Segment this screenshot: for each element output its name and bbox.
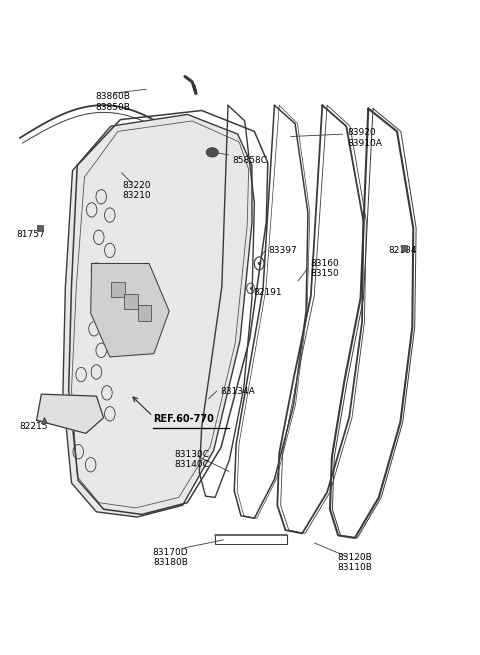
- Bar: [138, 305, 151, 321]
- Text: 82215: 82215: [19, 422, 48, 432]
- Polygon shape: [63, 115, 252, 517]
- Text: 83134A: 83134A: [220, 387, 255, 396]
- Polygon shape: [91, 263, 169, 357]
- Bar: [124, 293, 138, 309]
- Text: 83397: 83397: [269, 246, 298, 255]
- Polygon shape: [36, 394, 104, 434]
- Text: 81757: 81757: [16, 230, 45, 239]
- Text: 83920
83910A: 83920 83910A: [348, 128, 383, 147]
- Text: 83220
83210: 83220 83210: [123, 181, 151, 200]
- Text: 83860B
83850B: 83860B 83850B: [96, 92, 131, 112]
- Text: 83120B
83110B: 83120B 83110B: [337, 553, 372, 572]
- Bar: [111, 282, 125, 297]
- Text: 83170D
83180B: 83170D 83180B: [153, 548, 189, 567]
- Text: REF.60-770: REF.60-770: [153, 414, 214, 424]
- Text: 83160
83150: 83160 83150: [311, 259, 339, 278]
- Text: 82134: 82134: [388, 246, 417, 255]
- Text: 83130C
83140C: 83130C 83140C: [175, 450, 210, 469]
- Ellipse shape: [206, 148, 218, 157]
- Text: 85858C: 85858C: [233, 157, 268, 165]
- Text: 82191: 82191: [253, 288, 282, 297]
